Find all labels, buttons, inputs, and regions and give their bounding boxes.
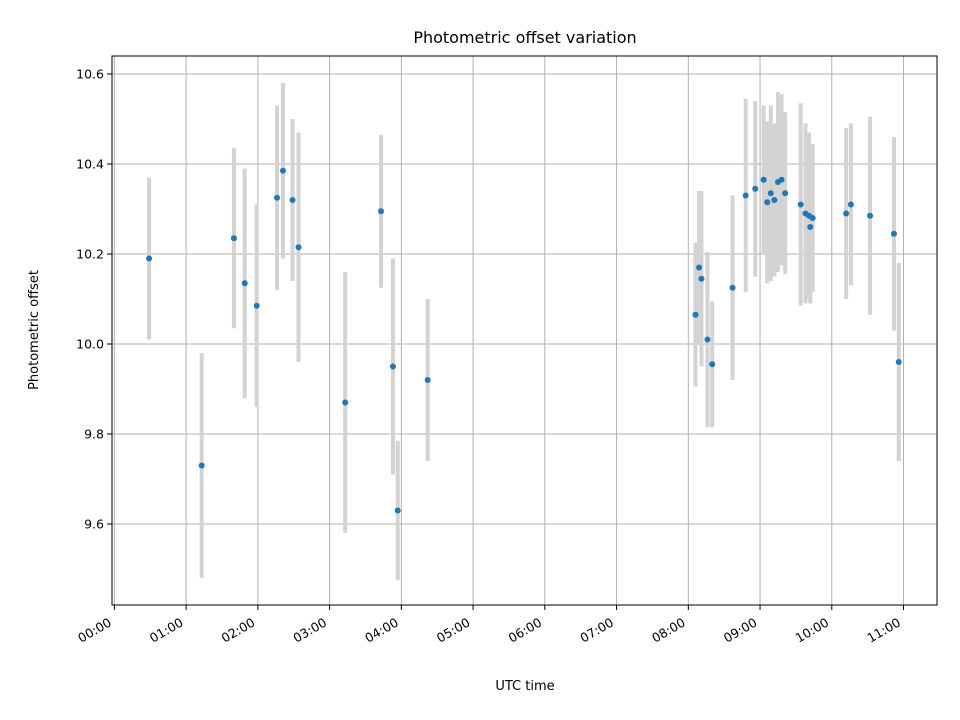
y-tick-label: 9.8 (84, 427, 104, 442)
data-point (253, 302, 260, 309)
data-point (230, 235, 237, 242)
data-point (424, 377, 431, 383)
chart-title: Photometric offset variation (413, 28, 636, 47)
data-point (704, 336, 711, 343)
data-point (782, 190, 789, 197)
data-point (241, 280, 248, 287)
data-point (843, 210, 850, 217)
data-point (378, 208, 385, 215)
data-point (895, 359, 902, 365)
y-tick-label: 10.0 (76, 337, 104, 352)
data-point (764, 199, 771, 206)
x-axis-label: UTC time (495, 679, 554, 694)
data-point (760, 176, 767, 183)
data-point (709, 361, 716, 368)
data-point (389, 363, 396, 370)
data-point (279, 167, 286, 174)
y-axis-ticks: 9.6 9.8 10.0 10.2 10.4 10.6 (76, 67, 112, 532)
y-axis-label: Photometric offset (27, 270, 42, 390)
grid (112, 56, 937, 605)
data-point (698, 275, 705, 282)
data-point (771, 197, 778, 203)
data-points (146, 167, 902, 514)
data-point (295, 244, 302, 251)
data-point (274, 194, 280, 201)
data-point (692, 311, 699, 318)
data-point (394, 507, 401, 514)
data-point (342, 399, 349, 406)
y-tick-label: 10.2 (76, 247, 104, 262)
data-point (847, 201, 854, 208)
data-point (797, 201, 804, 208)
y-tick-label: 10.4 (76, 157, 104, 172)
data-point (146, 255, 153, 262)
data-point (809, 215, 816, 221)
data-point (198, 462, 205, 469)
y-tick-label: 10.6 (76, 67, 104, 82)
plot-frame (111, 55, 938, 606)
data-point (289, 197, 296, 203)
data-point (807, 224, 814, 230)
data-point (867, 212, 874, 219)
data-point (729, 284, 736, 291)
y-tick-label: 9.6 (84, 517, 104, 532)
data-point (778, 176, 785, 183)
data-point (696, 264, 703, 271)
data-point (767, 190, 774, 197)
data-point (742, 192, 749, 199)
data-point (890, 230, 897, 237)
data-point (752, 185, 759, 192)
